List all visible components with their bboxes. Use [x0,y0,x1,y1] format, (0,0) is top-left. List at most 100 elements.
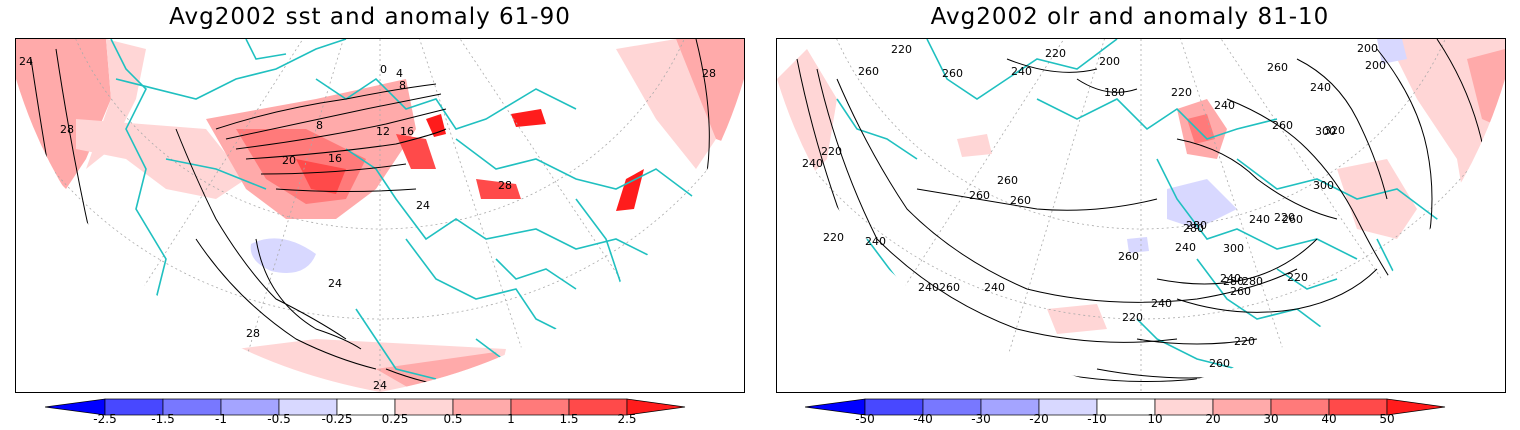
olr-clabel: 220 [821,145,842,158]
sst-clabel: 16 [328,152,342,165]
sst-clabel: 28 [246,327,260,340]
olr-clabel: 220 [1045,47,1066,60]
olr-cbar-label: -50 [855,412,875,426]
sst-cbar-label: -0.25 [321,412,353,426]
olr-clabel: 220 [1274,211,1295,224]
olr-anom-center-core [1187,114,1215,144]
sst-map-canvas: 24 28 0 4 8 8 12 16 20 16 28 24 24 28 24… [16,39,744,392]
olr-cbar-label: 40 [1321,412,1337,426]
sst-cbar-label: 1.5 [559,412,579,426]
olr-clabel: 180 [1104,86,1125,99]
olr-clabel: 240 [984,281,1005,294]
olr-clabel: 260 [1282,213,1303,226]
olr-clabel: 240 [1220,272,1241,285]
olr-clabel: 260 [1209,357,1230,370]
sst-anom-red [616,169,644,211]
olr-anom-s2 [957,134,992,157]
sst-anom-baltic [426,114,446,137]
olr-clabel: 240 [865,235,886,248]
olr-colorbar [805,398,1446,416]
olr-clabel: 220 [1122,311,1143,324]
sst-clabel: 16 [400,125,414,138]
olr-cbar-label: -20 [1029,412,1049,426]
olr-clabel: 260 [1118,250,1139,263]
olr-clabel: 280 [1186,219,1207,232]
sst-anom-med [396,134,436,169]
olr-panel: Avg2002 olr and anomaly 81-10 [760,0,1506,430]
olr-clabel: 200 [1365,59,1386,72]
sst-cbar-label: -0.5 [267,412,291,426]
sst-cbar-label: 1 [507,412,515,426]
sst-colorbar-labels: -2.5 -1.5 -1 -0.5 -0.25 0.25 0.5 1 1.5 2… [45,412,705,430]
sst-clabel: 24 [19,55,33,68]
olr-clabel: 280 [1183,222,1204,235]
olr-cbar-label: 20 [1205,412,1221,426]
olr-cbar-label: -40 [913,412,933,426]
olr-clabel: 280 [1223,275,1244,288]
olr-anom-neg-3 [1127,237,1149,253]
olr-clabel: 200 [1099,55,1120,68]
olr-anom-south [1047,304,1107,334]
olr-clabel: 260 [1010,194,1031,207]
olr-map-canvas: 220 260 260 240 200 220 180 220 200 240 … [777,39,1505,392]
olr-map: 220 260 260 240 200 220 180 220 200 240 … [776,38,1506,393]
olr-graticule [777,39,1505,392]
olr-clabel: 280 [1242,275,1263,288]
olr-clabel: 220 [823,231,844,244]
olr-cbar-label: 30 [1263,412,1279,426]
sst-cbar-label: 2.5 [617,412,637,426]
olr-clabel: 240 [1011,65,1032,78]
sst-cbar-label: -1 [215,412,227,426]
sst-cbar-label: -1.5 [151,412,175,426]
olr-clabel: 300 [1223,242,1244,255]
sst-cbar-label: 0.25 [381,412,409,426]
olr-cbar-label: 50 [1379,412,1395,426]
olr-clabel: 260 [1230,285,1251,298]
sst-clabel-extra: 28 [702,67,716,80]
olr-clabel: 260 [858,65,879,78]
olr-cbar-arrow-right [1386,398,1446,416]
sst-clabel: 28 [498,179,512,192]
sst-clabel: 20 [282,154,296,167]
olr-clabel: 240 [1249,213,1270,226]
sst-anom-pacific-east [676,39,744,149]
sst-clabel: 8 [399,79,406,92]
sst-anom-neg [250,238,316,273]
sst-graticule [16,39,744,392]
olr-clabel: 240 [1310,81,1331,94]
sst-clabel: 24 [416,199,430,212]
olr-clabel: 260 [969,189,990,202]
olr-clabel: 240 [918,281,939,294]
olr-clabel: 220 [891,43,912,56]
olr-anom-neg-2 [1377,39,1407,64]
olr-clabel: 220 [1287,271,1308,284]
olr-clabel: 240 [1175,241,1196,254]
olr-clabel: 240 [802,157,823,170]
olr-clabel: 220 [1171,86,1192,99]
olr-clabel: 260 [939,281,960,294]
sst-clabel: 28 [60,123,74,136]
olr-cbar-label: -30 [971,412,991,426]
olr-clabel: 240 [1151,297,1172,310]
olr-anom-neg-1 [1167,179,1237,229]
olr-clabel: 260 [997,174,1018,187]
olr-clabel: 300 [1313,179,1334,192]
olr-colorbar-labels: -50 -40 -30 -20 -10 10 20 30 40 50 [805,412,1465,430]
sst-anom-pacific-east-light [616,39,716,169]
olr-clabel: 240 [1214,99,1235,112]
olr-clabel: 260 [942,67,963,80]
sst-anom-black [476,179,521,199]
olr-anom-pacific [1337,159,1417,239]
sst-clabel: 8 [316,119,323,132]
olr-clabel: 200 [1357,42,1378,55]
sst-clabel: 4 [396,67,403,80]
olr-clabel: 260 [1267,61,1288,74]
olr-clabel: 220 [1234,335,1255,348]
olr-clabel: 260 [1272,119,1293,132]
olr-clabel: 320 [1324,124,1345,137]
olr-clabel: 300 [1315,125,1336,138]
sst-map: 24 28 0 4 8 8 12 16 20 16 28 24 24 28 24… [15,38,745,393]
sst-colorbar [45,398,686,416]
sst-cbar-arrow-right [626,398,686,416]
sst-clabel: 24 [328,277,342,290]
